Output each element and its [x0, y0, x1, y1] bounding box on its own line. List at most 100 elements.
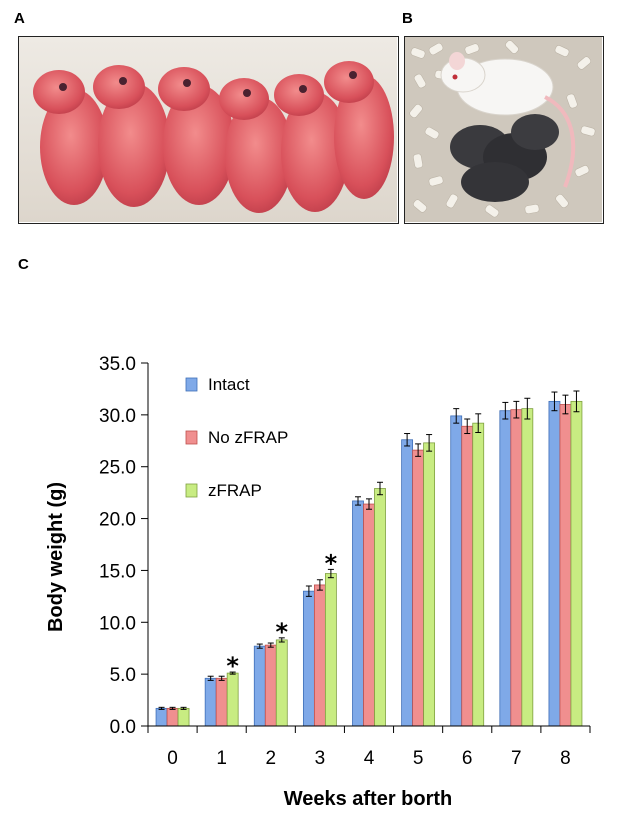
error-bar: [158, 706, 165, 710]
error-bar: [551, 391, 558, 412]
bar-no-zfrap: [510, 409, 523, 727]
bar-zfrap: [226, 672, 239, 727]
legend-swatch: [185, 377, 198, 392]
legend-item: No zFRAP: [185, 428, 288, 447]
panel-label-b: B: [402, 10, 413, 27]
y-tick-label: 20.0: [99, 510, 136, 531]
legend-swatch: [185, 483, 198, 498]
bar-zfrap: [472, 422, 485, 727]
bar-no-zfrap: [412, 449, 425, 727]
significance-marker: *: [226, 652, 239, 680]
error-bar: [180, 706, 187, 710]
y-tick-label: 10.0: [99, 613, 136, 634]
error-bar: [502, 401, 509, 420]
error-bar: [278, 637, 285, 643]
error-bar: [573, 390, 580, 413]
bar-zfrap: [570, 400, 583, 727]
bar-zfrap: [521, 408, 534, 727]
y-axis-title: Body weight (g): [45, 482, 67, 632]
error-bar: [229, 671, 236, 675]
bar-zfrap: [324, 573, 337, 727]
error-bar: [218, 675, 225, 681]
pup-shape: [93, 65, 170, 207]
legend-swatch: [185, 430, 198, 445]
bar-intact: [450, 415, 463, 727]
bar-zfrap: [275, 639, 288, 727]
y-tick-label: 35.0: [99, 354, 136, 375]
newborn-pups-photo: [18, 36, 399, 224]
y-tick-label: 25.0: [99, 458, 136, 479]
error-bar: [524, 397, 531, 420]
x-tick-label: 0: [167, 748, 178, 769]
panel-label-c: C: [18, 256, 29, 273]
bar-intact: [352, 500, 364, 727]
bar-intact: [204, 677, 217, 727]
bar-zfrap: [374, 488, 386, 727]
legend-label: Intact: [208, 375, 250, 394]
y-tick-label: 15.0: [99, 561, 136, 582]
bar-zfrap: [423, 442, 436, 727]
bar-intact: [155, 707, 168, 727]
x-axis-title: Weeks after borth: [284, 788, 453, 810]
error-bar: [316, 579, 323, 591]
pup-shape: [324, 61, 394, 199]
x-tick-label: 8: [560, 748, 571, 769]
bar-no-zfrap: [313, 584, 326, 727]
bar-no-zfrap: [215, 677, 228, 727]
error-bar: [327, 568, 334, 579]
error-bar: [366, 498, 372, 510]
panel-label-a: A: [14, 10, 25, 27]
error-bar: [453, 408, 460, 424]
y-tick-label: 0.0: [110, 717, 136, 738]
error-bar: [415, 443, 422, 457]
error-bar: [426, 434, 433, 452]
x-tick-label: 5: [413, 748, 424, 769]
error-bar: [377, 481, 383, 496]
error-bar: [513, 400, 520, 419]
pup-shape: [219, 78, 293, 213]
pup-shape: [274, 74, 349, 212]
x-tick-label: 1: [216, 748, 227, 769]
x-tick-label: 3: [315, 748, 326, 769]
bar-intact: [401, 439, 414, 727]
y-tick-label: 5.0: [110, 665, 136, 686]
x-tick-label: 6: [462, 748, 473, 769]
pup-shape: [33, 70, 108, 205]
bar-no-zfrap: [166, 707, 179, 727]
legend-label: No zFRAP: [208, 428, 288, 447]
x-tick-label: 7: [511, 748, 522, 769]
bar-zfrap: [177, 707, 190, 727]
bar-intact: [302, 590, 315, 727]
bar-no-zfrap: [461, 425, 474, 727]
error-bar: [404, 433, 411, 447]
bar-no-zfrap: [363, 503, 375, 727]
legend-item: Intact: [185, 375, 250, 394]
legend-label: zFRAP: [208, 481, 262, 500]
x-tick-label: 2: [265, 748, 276, 769]
x-tick-label: 4: [364, 748, 375, 769]
bedding-chips: [409, 40, 596, 218]
legend-item: zFRAP: [185, 481, 262, 500]
error-bar: [169, 706, 176, 710]
error-bar: [562, 394, 569, 415]
legend: Intact No zFRAP zFRAP: [185, 375, 288, 500]
error-bar: [267, 642, 274, 648]
error-bar: [256, 643, 263, 649]
pups-cluster: [450, 114, 559, 202]
pup-shape: [158, 67, 235, 205]
body-weight-chart: 0.0 5.0 10.0 15.0 20.0 25.0 30.0 35.0 * * * 0 1 2 3 4…: [45, 354, 591, 810]
mother-mouse: [440, 52, 576, 188]
error-bar: [355, 496, 361, 506]
bar-intact: [548, 400, 561, 727]
mother-with-pups-photo: [404, 36, 604, 224]
error-bar: [207, 675, 214, 681]
bar-intact: [253, 645, 266, 727]
significance-marker: *: [275, 618, 288, 646]
error-bar: [305, 585, 312, 597]
significance-marker: *: [325, 549, 338, 577]
error-bar: [475, 413, 482, 433]
y-tick-label: 30.0: [99, 406, 136, 427]
error-bar: [464, 418, 471, 435]
bar-no-zfrap: [559, 404, 572, 727]
bar-intact: [499, 410, 512, 727]
